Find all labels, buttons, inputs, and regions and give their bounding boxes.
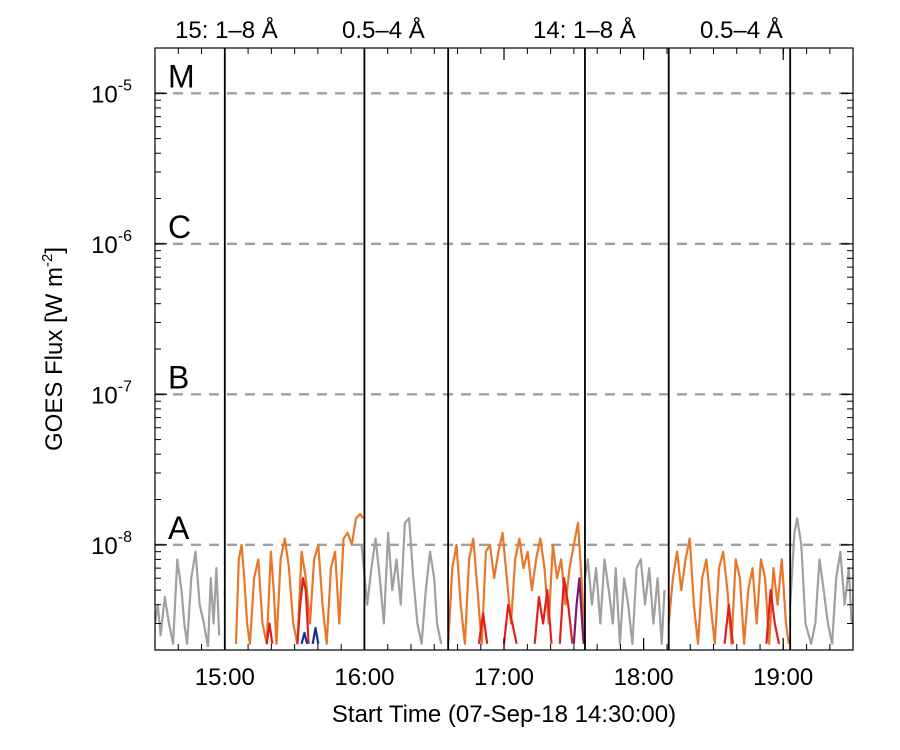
flare-class-label: M [168, 58, 195, 94]
y-tick-label: 10-6 [91, 228, 132, 259]
y-tick-label: 10-7 [91, 378, 132, 409]
series-line-red [477, 612, 489, 644]
y-axis-label-end: ] [41, 247, 68, 254]
flare-class-label: A [168, 510, 190, 546]
series-line-orange [234, 513, 364, 645]
flare-class-label: C [168, 209, 191, 245]
legend-entry-14-long: 14: 1–8 Å [533, 16, 636, 44]
y-tick-label-exp: -8 [118, 529, 132, 546]
series-line-red [533, 589, 553, 644]
y-axis-label-sup: -2 [39, 254, 56, 267]
y-tick-label-exp: -6 [118, 228, 132, 245]
y-tick-label-base: 10 [91, 533, 118, 560]
legend-entry-15-long: 15: 1–8 Å [175, 16, 278, 44]
y-tick-label-base: 10 [91, 232, 118, 259]
series-line-gray [155, 550, 210, 647]
y-tick-label-base: 10 [91, 81, 118, 108]
series-line-red [265, 622, 274, 644]
flare-class-lines [155, 92, 853, 547]
series-line-purple [572, 577, 585, 644]
x-tick-label: 16:00 [334, 664, 394, 691]
y-axis-ticks: 10-510-610-710-8 [91, 47, 853, 651]
x-tick-label: 17:00 [474, 664, 534, 691]
legend-entry-14-short: 0.5–4 Å [700, 16, 783, 44]
series-line-red [723, 603, 734, 644]
data-series [155, 513, 853, 647]
y-tick-label-exp: -7 [118, 378, 132, 395]
series-line-gray [583, 558, 666, 645]
series-line-gray [360, 517, 443, 645]
x-tick-label: 19:00 [753, 664, 813, 691]
y-tick-label-exp: -5 [118, 77, 132, 94]
flare-class-labels: M C B A [168, 58, 195, 545]
series-line-red [296, 577, 310, 644]
x-axis-ticks: 15:00 16:00 17:00 18:00 19:00 [154, 48, 831, 691]
x-tick-label: 18:00 [614, 664, 674, 691]
x-tick-label: 15:00 [195, 664, 255, 691]
series-line-blue [311, 626, 320, 644]
vertical-markers [223, 48, 792, 650]
y-tick-label-base: 10 [91, 382, 118, 409]
y-tick-label: 10-8 [91, 529, 132, 560]
y-axis-label-main: GOES Flux [W m [41, 267, 68, 451]
y-axis-label: GOES Flux [W m-2] [39, 247, 68, 451]
legend-entry-15-short: 0.5–4 Å [342, 16, 425, 44]
series-line-red [765, 589, 781, 645]
flare-class-label: B [168, 359, 189, 395]
series-line-red [502, 603, 518, 645]
legend: 15: 1–8 Å 0.5–4 Å 14: 1–8 Å 0.5–4 Å [175, 16, 783, 44]
y-tick-label: 10-5 [91, 77, 132, 108]
series-line-red [558, 577, 574, 644]
series-line-blue [300, 631, 309, 645]
x-axis-label: Start Time (07-Sep-18 14:30:00) [332, 701, 676, 728]
series-line-gray [789, 517, 853, 645]
series-line-gray [206, 567, 221, 647]
